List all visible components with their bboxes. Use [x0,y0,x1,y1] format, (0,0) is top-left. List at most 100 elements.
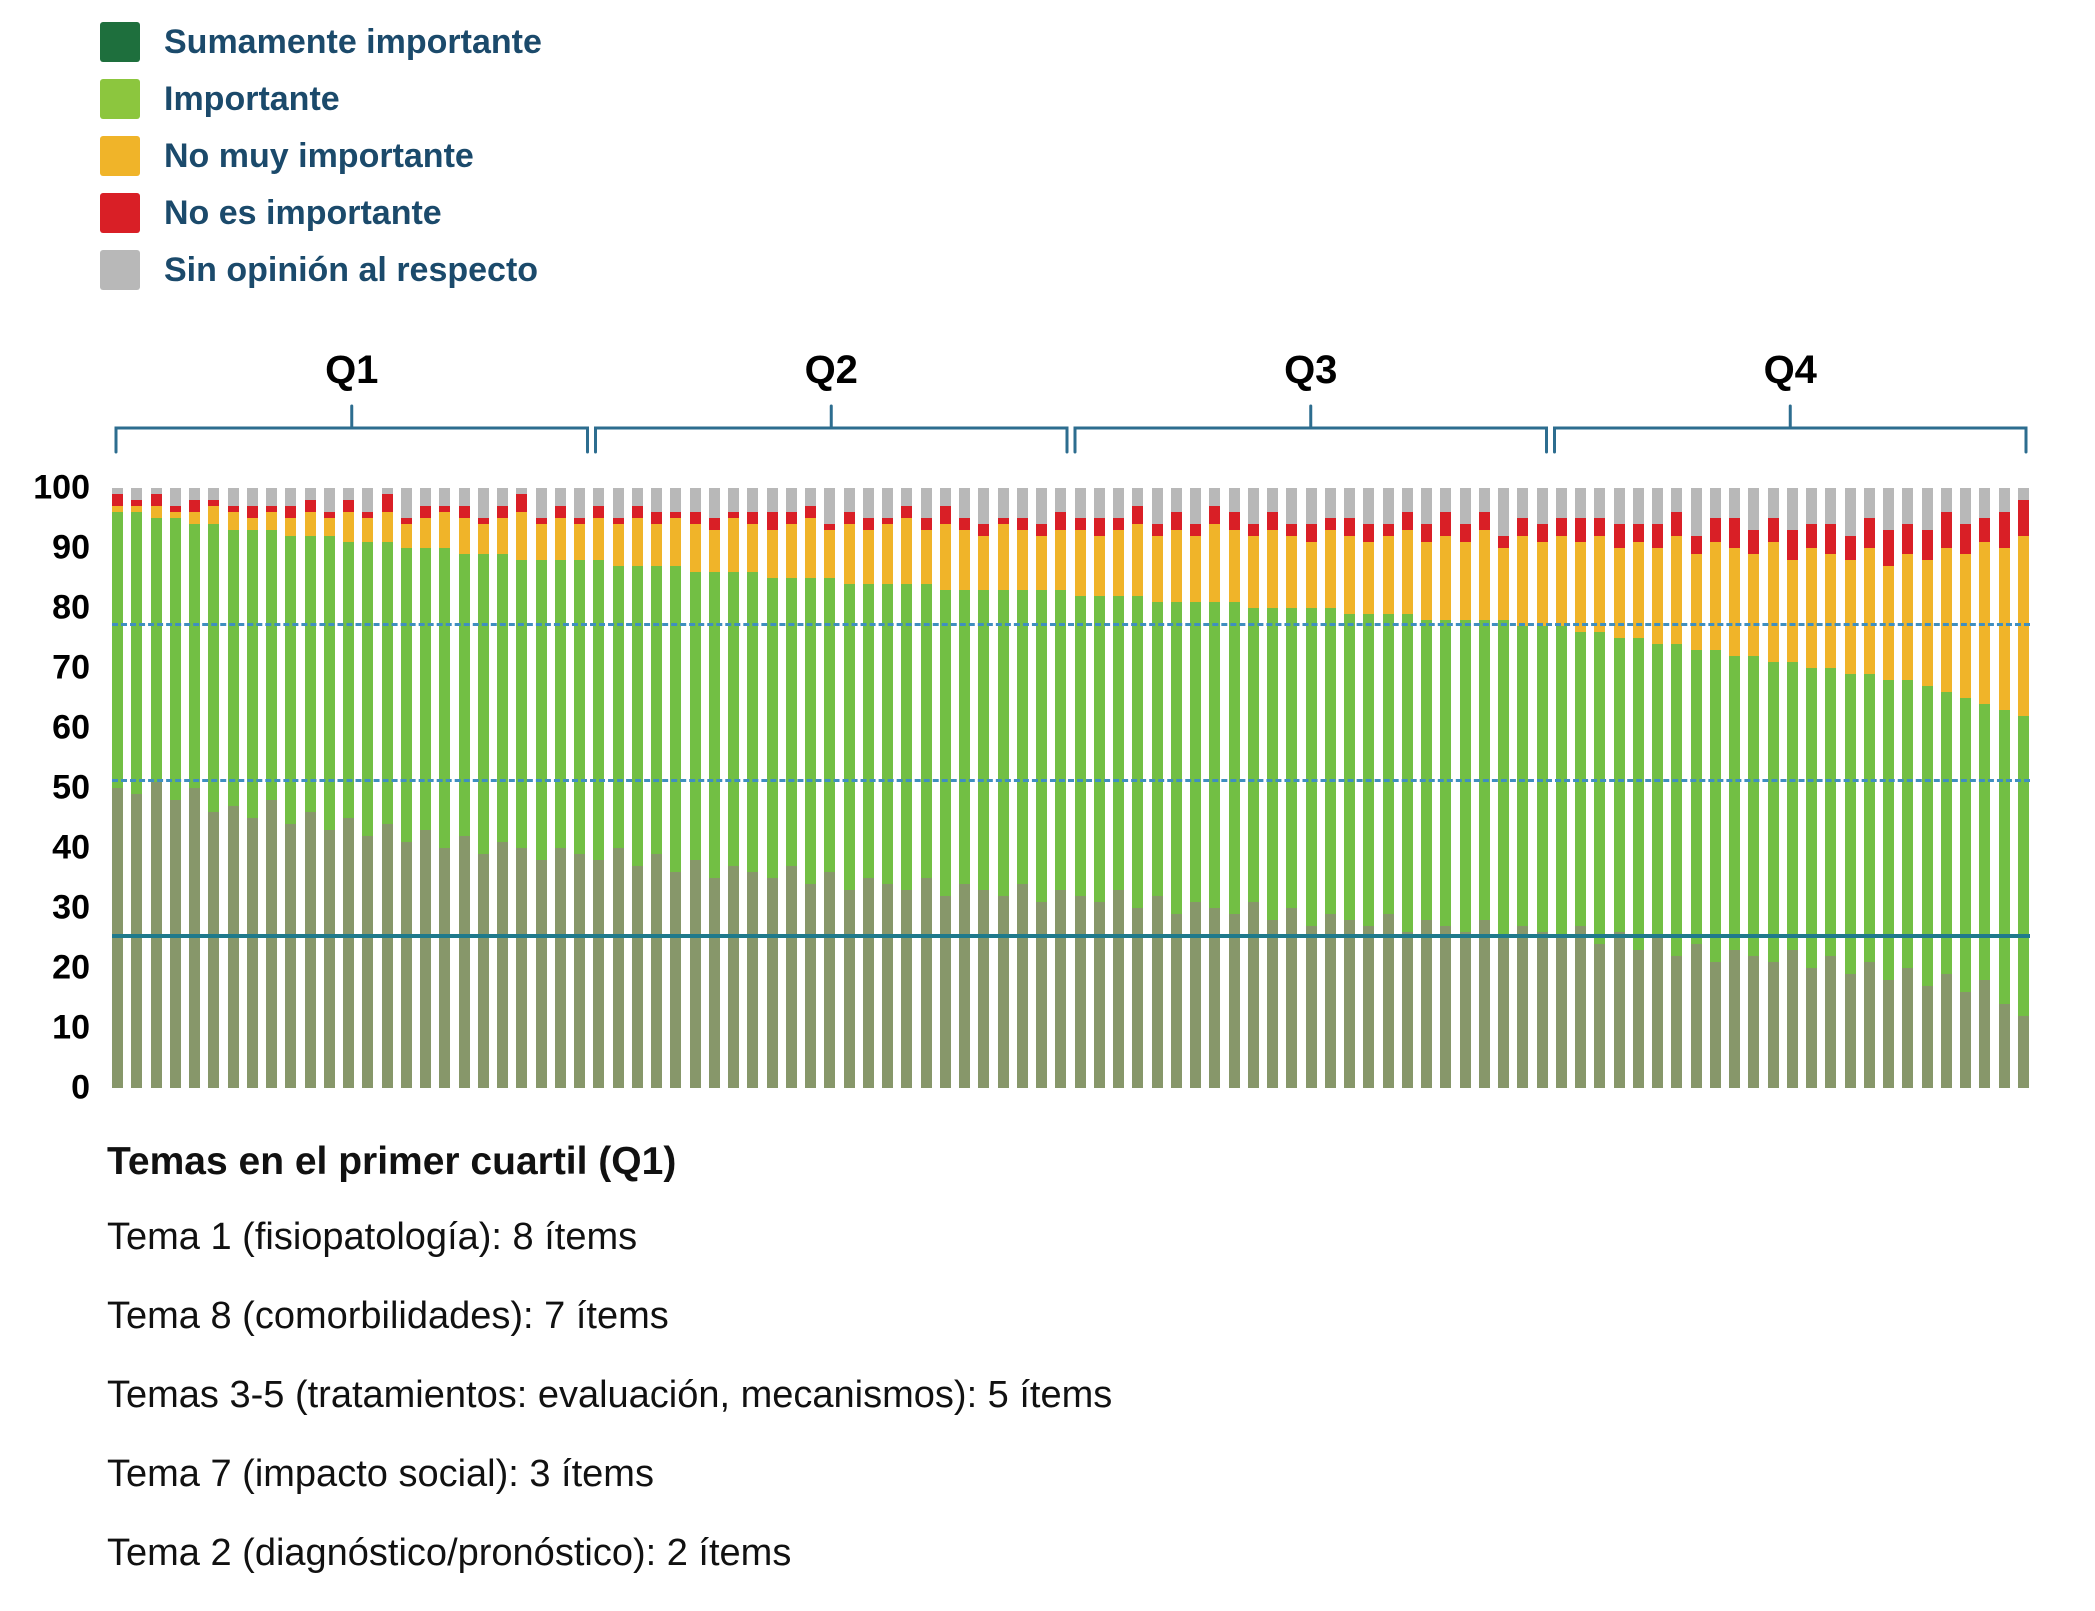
segment-sin-opinion [747,488,759,512]
segment-sin-opinion [1170,488,1182,512]
segment-sin-opinion [1440,488,1452,512]
legend-swatch-icon [100,79,140,119]
segment-no-muy-importante [516,512,528,560]
bar [651,488,662,1088]
segment-no-muy-importante [593,518,605,560]
bar [189,488,200,1088]
bar [959,488,970,1088]
bar [1690,488,1702,1088]
segment-sin-opinion [1228,488,1240,512]
bar [612,488,624,1088]
segment-sumamente-importante [651,854,662,1088]
segment-no-muy-importante [1575,542,1586,632]
bar [1267,488,1278,1088]
segment-sumamente-importante [1806,968,1817,1088]
segment-sumamente-importante [1478,920,1490,1088]
segment-no-es-importante [1401,512,1413,530]
segment-importante [381,542,393,824]
segment-no-es-importante [651,512,662,524]
segment-sin-opinion [728,488,739,512]
segment-sumamente-importante [631,866,643,1088]
segment-no-muy-importante [2017,536,2029,716]
segment-no-es-importante [1960,524,1971,554]
segment-importante [1267,608,1278,920]
segment-sin-opinion [1960,488,1971,524]
segment-sumamente-importante [1690,944,1702,1088]
segment-sumamente-importante [1921,986,1933,1088]
segment-no-es-importante [420,506,431,518]
segment-no-muy-importante [1632,542,1644,638]
segment-no-muy-importante [1074,530,1086,596]
segment-sin-opinion [131,488,143,500]
segment-sumamente-importante [1286,908,1298,1088]
bar [631,488,643,1088]
segment-sin-opinion [670,488,682,512]
segment-no-muy-importante [689,524,701,572]
bar [381,488,393,1088]
segment-sin-opinion [1036,488,1047,524]
segment-sin-opinion [766,488,778,512]
segment-sin-opinion [2017,488,2029,500]
segment-no-es-importante [1709,518,1721,542]
segment-no-es-importante [747,512,759,524]
segment-importante [554,560,566,848]
segment-importante [1613,638,1625,932]
segment-no-muy-importante [1170,530,1182,602]
y-tick-label: 90 [52,528,90,567]
segment-no-es-importante [1074,518,1086,530]
bar [1286,488,1298,1088]
bar [1016,488,1028,1088]
segment-importante [670,566,682,872]
bar [1247,488,1259,1088]
segment-no-es-importante [1767,518,1779,542]
segment-importante [323,536,335,830]
segment-sumamente-importante [1729,950,1740,1088]
bar [670,488,682,1088]
segment-sin-opinion [1979,488,1991,518]
segment-no-muy-importante [1825,554,1837,668]
segment-no-muy-importante [400,524,412,548]
segment-no-muy-importante [304,512,316,536]
segment-no-es-importante [1382,524,1394,536]
segment-no-es-importante [477,518,489,524]
segment-no-muy-importante [1421,542,1432,620]
segment-sumamente-importante [516,848,528,1088]
segment-importante [1190,602,1201,902]
y-tick-label: 50 [52,768,90,807]
segment-no-muy-importante [631,518,643,566]
segment-no-es-importante [169,506,181,512]
legend-label: Importante [164,80,340,118]
segment-no-muy-importante [1844,560,1856,674]
segment-sin-opinion [862,488,874,518]
segment-sin-opinion [882,488,893,518]
segment-no-es-importante [1575,518,1586,542]
segment-importante [631,566,643,866]
segment-importante [150,518,162,782]
segment-no-muy-importante [1940,548,1952,692]
segment-no-es-importante [400,518,412,524]
segment-no-es-importante [1594,518,1606,536]
bar [1209,488,1221,1088]
bar [535,488,547,1088]
segment-sin-opinion [689,488,701,512]
segment-sin-opinion [304,488,316,500]
segment-no-muy-importante [1093,536,1105,596]
y-tick-label: 10 [52,1008,90,1047]
segment-sin-opinion [1478,488,1490,512]
segment-importante [1132,596,1144,908]
segment-no-es-importante [1940,512,1952,548]
segment-no-es-importante [1228,512,1240,530]
segment-importante [1228,602,1240,914]
segment-no-muy-importante [1709,542,1721,650]
segment-importante [1036,590,1047,902]
segment-no-muy-importante [1536,542,1548,626]
bar [747,488,759,1088]
bracket-Q2 [594,404,1069,454]
segment-no-es-importante [612,518,624,524]
segment-no-es-importante [323,512,335,518]
segment-no-es-importante [1478,512,1490,530]
segment-sin-opinion [1305,488,1317,524]
bar [1979,488,1991,1088]
segment-importante [2017,716,2029,1016]
segment-sin-opinion [1363,488,1375,524]
